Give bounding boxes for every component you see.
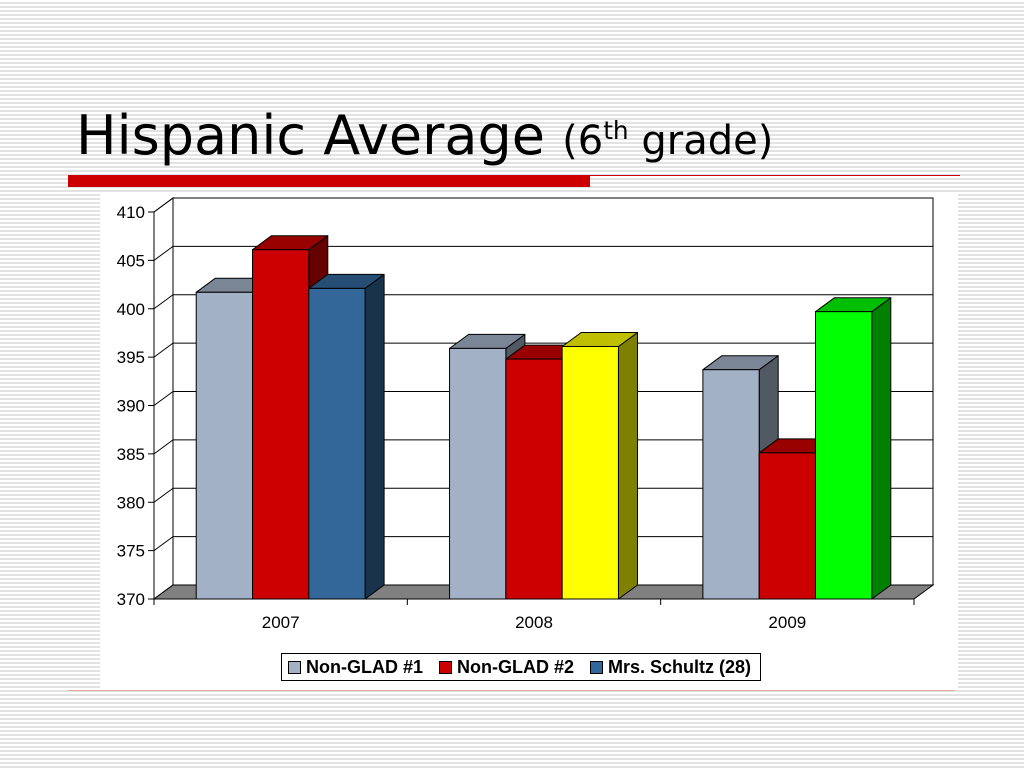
bar-front-face [702, 369, 760, 600]
side-wall-gridline [153, 487, 174, 503]
bar-side-face [364, 273, 385, 600]
bar-front-face [505, 358, 563, 600]
legend-label: Non-GLAD #2 [457, 656, 574, 677]
legend-item: Mrs. Schultz (28) [590, 657, 751, 678]
bar-front-face [308, 287, 366, 600]
subtitle-suffix: grade) [628, 118, 774, 164]
bar-front-face [195, 291, 254, 600]
y-axis: 370 375 380 385 390 395 400 405 410 [117, 203, 155, 609]
legend-label: Mrs. Schultz (28) [608, 656, 752, 677]
y-tick-label: 385 [117, 445, 145, 464]
y-tick-label: 375 [117, 542, 145, 561]
bar-front-face [814, 311, 873, 600]
y-tick-label: 400 [117, 300, 145, 319]
chart-legend: Non-GLAD #1 Non-GLAD #2 Mrs. Schultz (28… [281, 653, 761, 681]
subtitle-superscript: th [603, 116, 629, 145]
bar-2009-mrs-schultz-28 [814, 297, 892, 600]
x-axis: 2007 2008 2009 [153, 598, 915, 632]
side-wall-gridline [153, 536, 174, 552]
title-accent-bar [68, 175, 590, 187]
y-tick-label: 380 [117, 493, 145, 512]
bar-front-face [449, 347, 507, 600]
y-tick-label: 390 [117, 397, 145, 416]
title-accent-line [590, 175, 960, 176]
slide-title: Hispanic Average (6th grade) [76, 109, 773, 168]
footer-rule [68, 690, 955, 691]
title-main: Hispanic Average [76, 104, 545, 167]
x-tick-label: 2009 [768, 613, 806, 632]
bar-2008-mrs-schultz-28 [561, 332, 638, 600]
bar-side-face [871, 297, 892, 600]
side-wall-gridline [153, 439, 174, 455]
bar-front-face [252, 249, 310, 600]
legend-swatch [590, 660, 603, 674]
subtitle: (6th grade) [562, 118, 773, 164]
side-wall-gridline [153, 391, 174, 406]
bar-front-face [758, 452, 816, 600]
legend-label: Non-GLAD #1 [306, 656, 423, 677]
side-wall-gridline [153, 342, 174, 358]
side-wall-gridline [153, 294, 174, 310]
bar-side-face [618, 332, 638, 600]
legend-item: Non-GLAD #2 [439, 657, 574, 678]
y-tick-label: 370 [117, 590, 145, 609]
y-tick-label: 410 [117, 203, 145, 222]
y-tick-label: 405 [117, 251, 145, 270]
bar-front-face [561, 345, 619, 600]
bars [195, 235, 892, 600]
bar-2007-mrs-schultz-28 [308, 273, 385, 600]
subtitle-prefix: (6 [562, 118, 604, 164]
x-tick-label: 2008 [515, 613, 553, 632]
y-tick-label: 395 [117, 348, 145, 367]
side-wall-gridline [153, 245, 174, 261]
legend-item: Non-GLAD #1 [288, 657, 423, 678]
legend-swatch [439, 660, 452, 674]
side-wall-gridline [153, 197, 174, 213]
x-tick-label: 2007 [262, 613, 300, 632]
legend-swatch [288, 660, 301, 674]
